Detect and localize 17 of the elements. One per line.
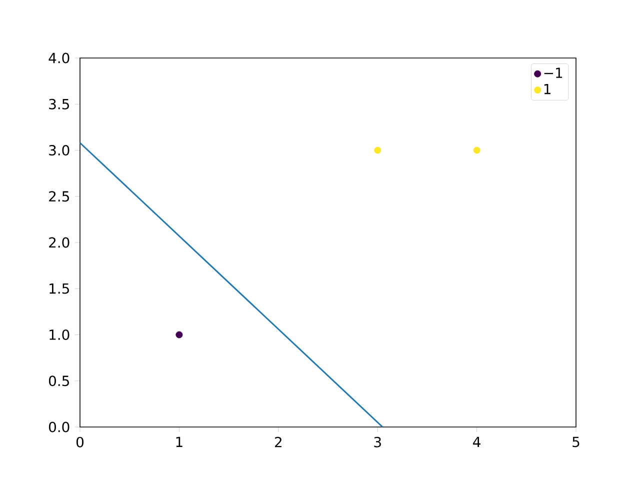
legend-label: −1 <box>544 68 562 78</box>
y-tick-label: 2.5 <box>49 191 69 202</box>
x-tick-label: 4 <box>473 436 480 447</box>
x-tick-label: 2 <box>275 436 282 448</box>
x-tick-label: 5 <box>572 436 580 448</box>
y-tick-label: 3.5 <box>49 98 69 110</box>
y-tick-label: 1.0 <box>50 329 70 340</box>
x-tick-label: 1 <box>176 436 182 447</box>
y-tick-label: 3.0 <box>49 144 70 156</box>
y-tick-label: 0.0 <box>48 422 70 432</box>
legend-label: 1 <box>544 84 550 94</box>
y-tick-label: 4.0 <box>48 52 70 64</box>
x-tick-label: 0 <box>76 436 84 448</box>
y-tick-label: 1.5 <box>50 283 69 294</box>
y-tick-label: 2.0 <box>49 237 70 248</box>
x-tick-label: 3 <box>374 436 381 448</box>
y-tick-label: 0.5 <box>48 376 69 386</box>
